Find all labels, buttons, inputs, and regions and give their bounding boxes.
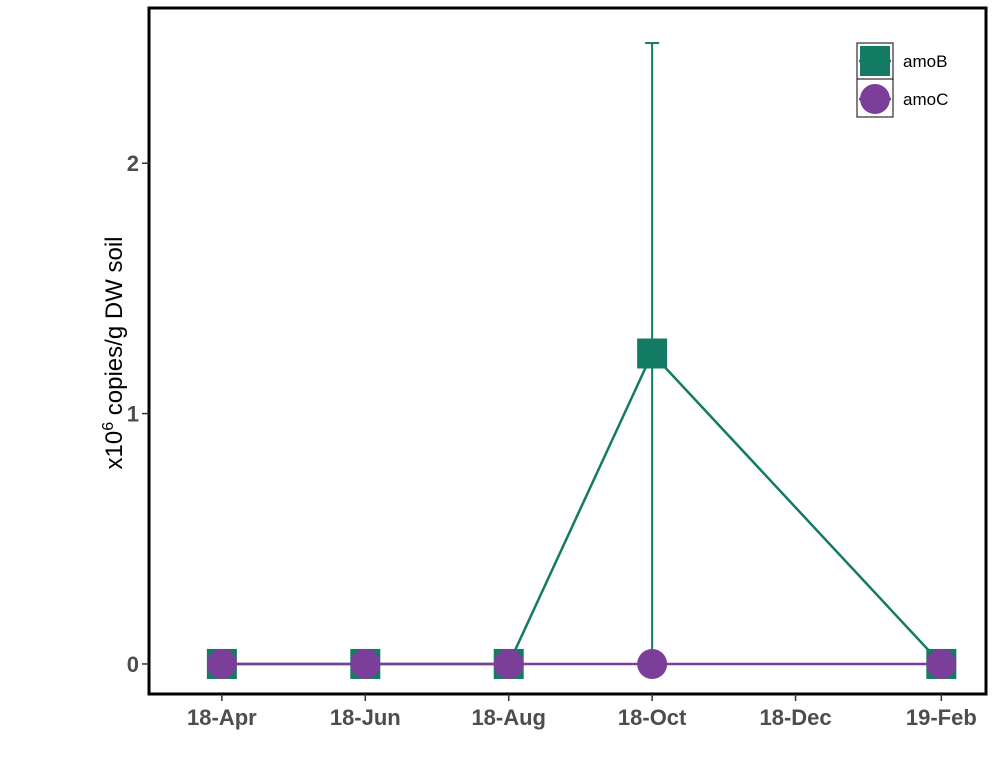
data-point-amoc (350, 648, 381, 679)
x-tick-label: 18-Dec (759, 705, 831, 730)
series-line-amob (221, 351, 943, 666)
series-layer (206, 42, 957, 679)
data-point-amoc (206, 648, 237, 679)
x-tick-label: 18-Jun (330, 705, 401, 730)
x-axis: 18-Apr 18-Jun 18-Aug 18-Oct 18-Dec 19-Feb (149, 692, 986, 730)
legend: amoB amoC (856, 42, 948, 118)
legend-marker-amob (860, 46, 890, 76)
x-tick-label: 18-Oct (618, 705, 687, 730)
y-axis-title: x106 copies/g DW soil (100, 237, 128, 470)
legend-label-amoc: amoC (903, 90, 948, 109)
legend-label-amob: amoB (903, 52, 947, 71)
y-tick-label: 1 (127, 402, 139, 427)
x-tick-label: 18-Aug (471, 705, 546, 730)
series-amoc (206, 648, 957, 679)
legend-marker-amoc (860, 84, 890, 114)
data-point-amoc (637, 648, 668, 679)
data-point-amoc (493, 648, 524, 679)
data-point-amoc (926, 648, 957, 679)
data-point-amob (637, 338, 668, 369)
x-tick-label: 18-Apr (187, 705, 257, 730)
y-tick-label: 0 (127, 652, 139, 677)
y-axis: 0 1 2 (127, 8, 151, 694)
x-tick-label: 19-Feb (906, 705, 977, 730)
y-tick-label: 2 (127, 151, 139, 176)
series-amob (206, 42, 957, 679)
